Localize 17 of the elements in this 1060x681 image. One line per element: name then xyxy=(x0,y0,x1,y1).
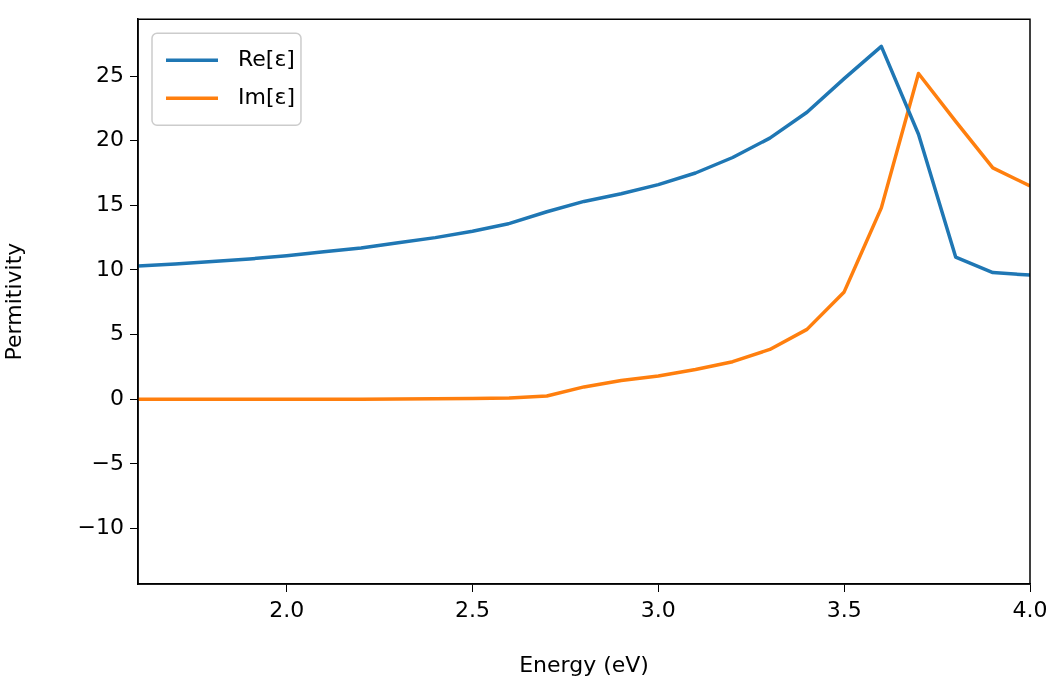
y-tick-label: 5 xyxy=(110,320,124,346)
y-tick-label: 0 xyxy=(110,384,124,410)
legend-label: Re[ε] xyxy=(238,45,295,71)
x-tick-label: 4.0 xyxy=(1012,596,1048,622)
x-tick-label: 3.0 xyxy=(640,596,676,622)
x-tick-label: 2.0 xyxy=(269,596,305,622)
x-tick-label: 2.5 xyxy=(455,596,490,622)
y-tick-label: 15 xyxy=(96,191,124,217)
legend-label: Im[ε] xyxy=(238,83,295,109)
y-tick-label: −5 xyxy=(91,449,124,475)
y-axis-title: Permitivity xyxy=(0,242,26,361)
y-tick-label: 10 xyxy=(96,255,124,281)
y-tick-label: −10 xyxy=(77,514,124,540)
x-axis-title: Energy (eV) xyxy=(519,651,649,677)
y-tick-label: 25 xyxy=(96,61,124,87)
x-tick-label: 3.5 xyxy=(826,596,862,622)
y-tick-label: 20 xyxy=(96,126,124,152)
